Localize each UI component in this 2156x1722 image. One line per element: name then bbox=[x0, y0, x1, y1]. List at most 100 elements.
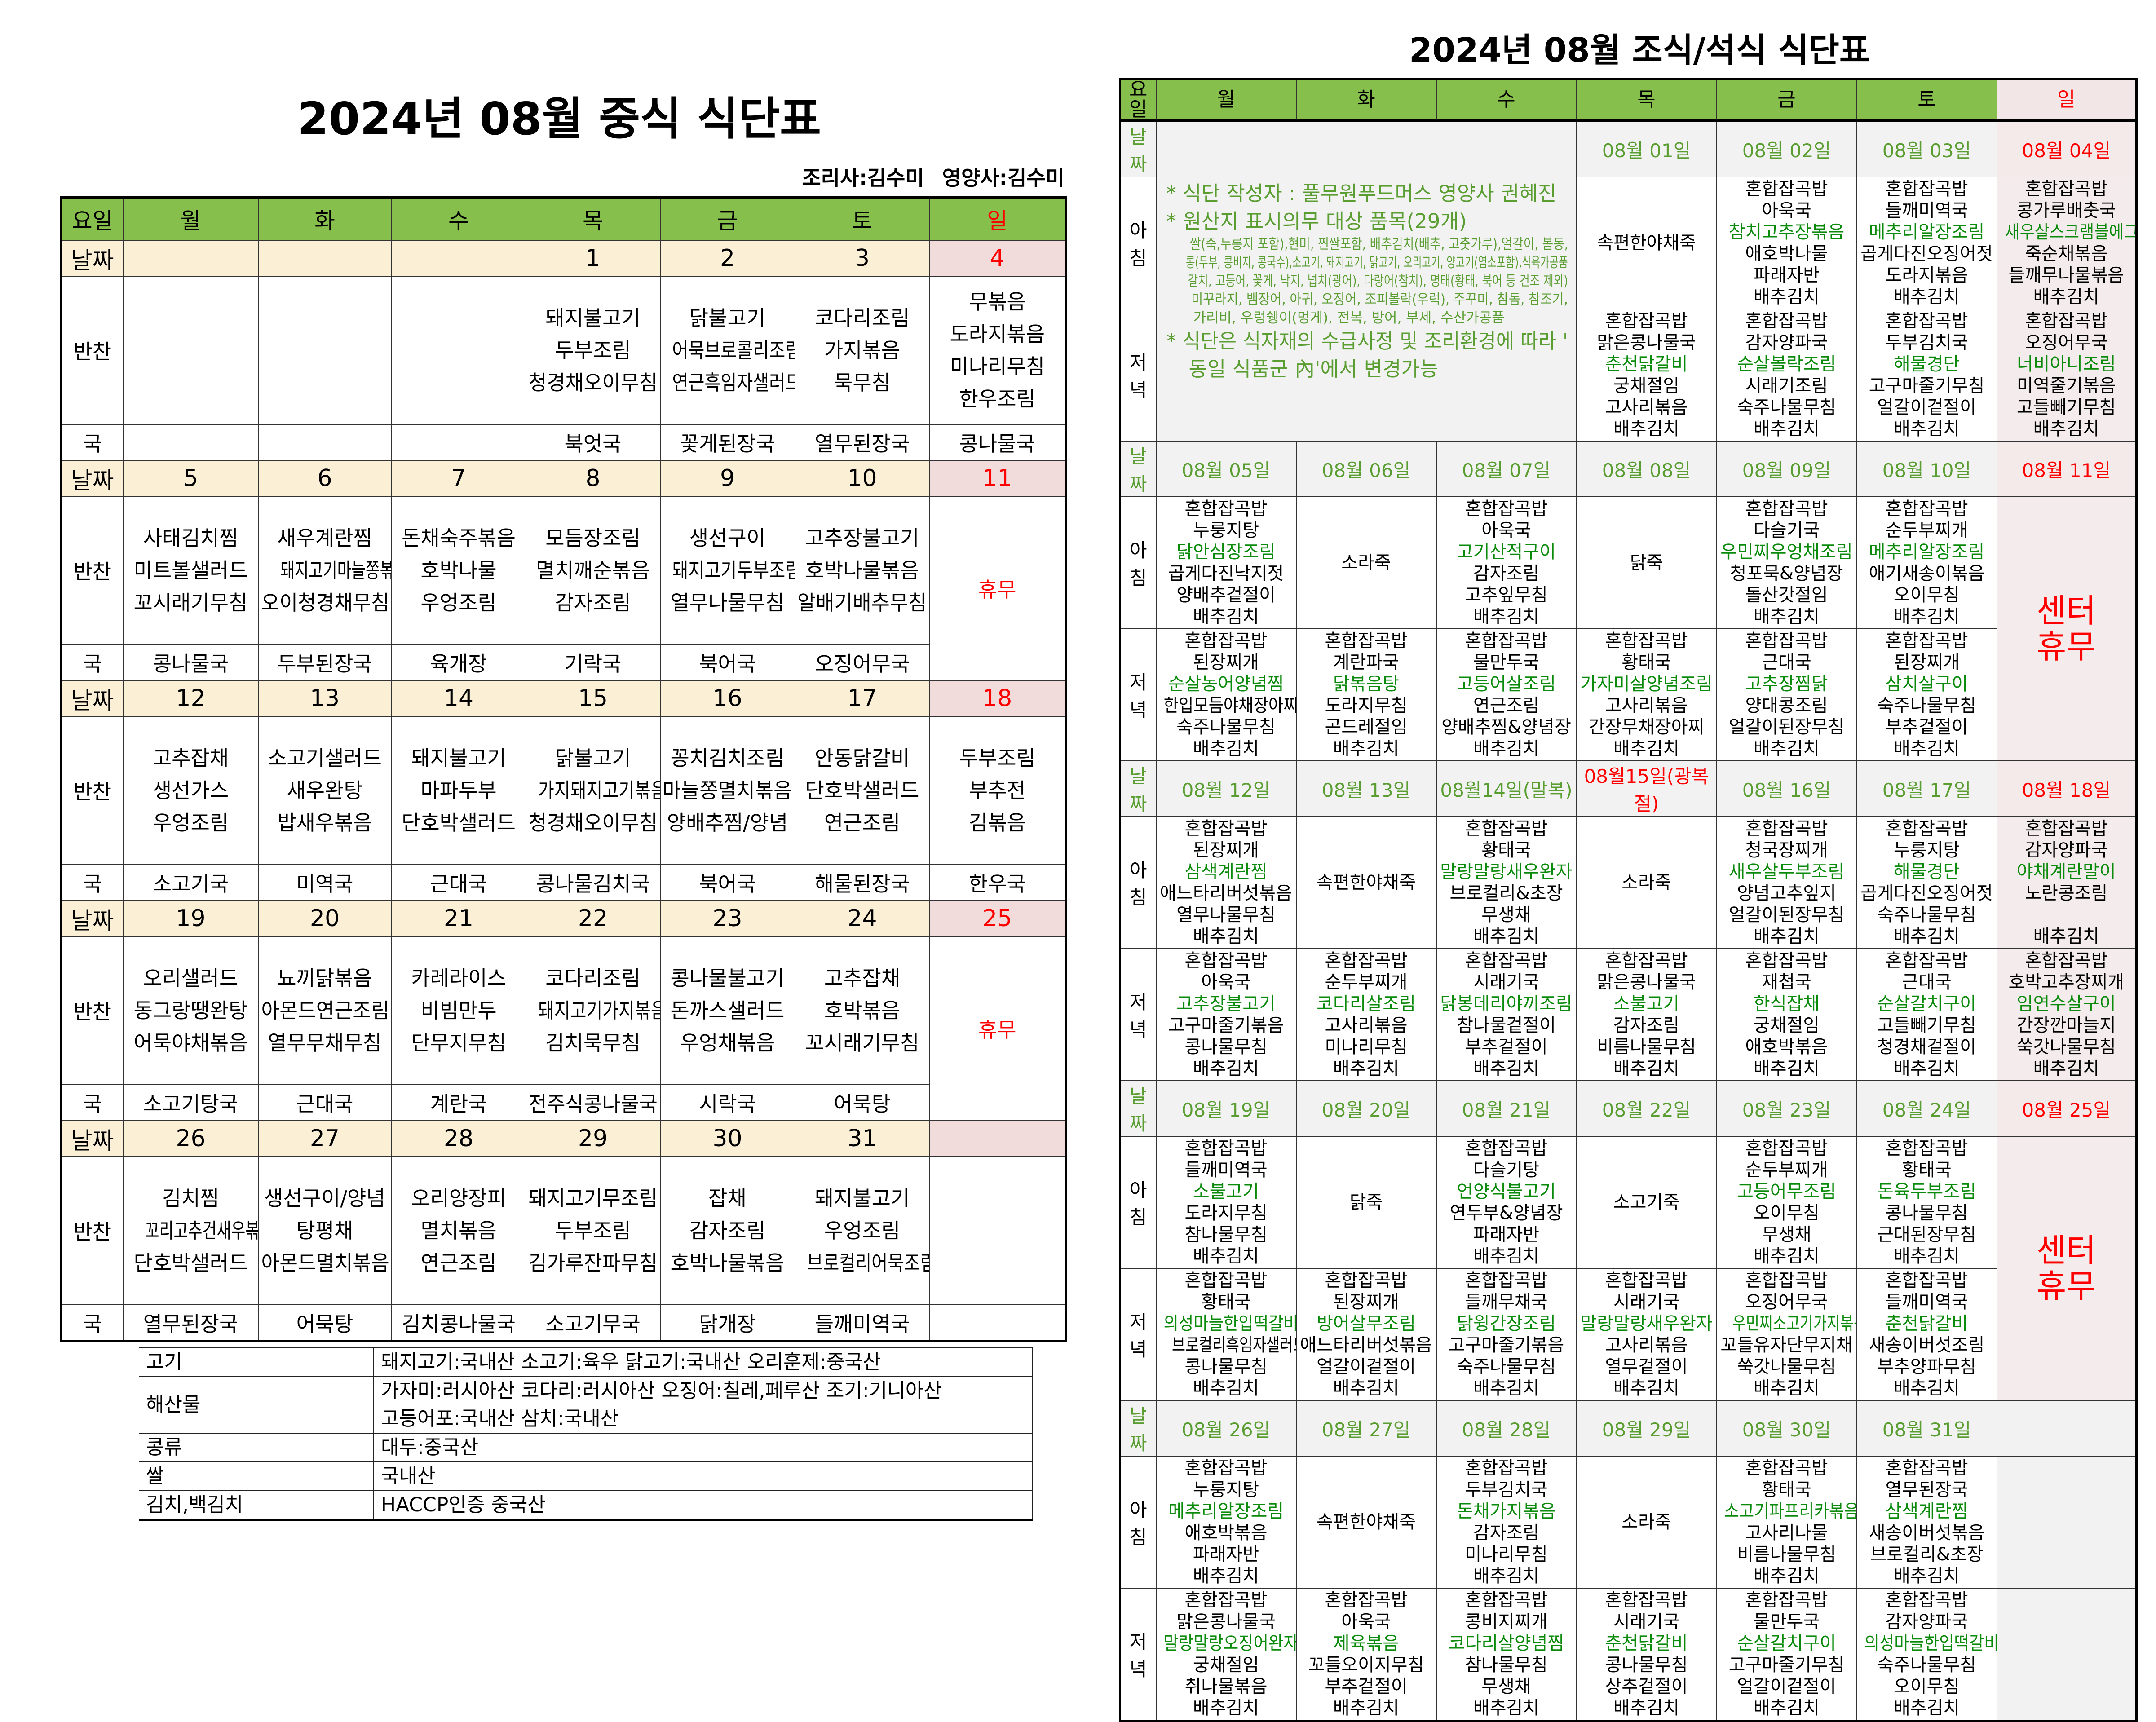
side-dish: 꼬시래기무침 bbox=[133, 591, 248, 615]
origin-values: 가자미:러시아산 코다리:러시아산 오징어:칠레,페루산 조기:기니아산 고등어포… bbox=[373, 1376, 1033, 1434]
side-dish: 호박나물 bbox=[420, 558, 497, 583]
line-wrap: 양대콩조림 bbox=[1718, 695, 1856, 716]
dinner-row: 저녁 혼합잡곡밥 된장찌개 순살농어양념찜 한입모듬야채장아찌 숙주나물무침 배추김치 혼합잡… bbox=[1119, 628, 2137, 761]
side-dish: 김가루잔파무침 bbox=[528, 1251, 658, 1275]
line-wrap: 춘천닭갈비 bbox=[1577, 1633, 1716, 1654]
side-dish: 멸치깨순볶음 bbox=[536, 558, 650, 583]
line-wrap: 배추김치 bbox=[1858, 1697, 1996, 1719]
line-wrap: 방어살무조림 bbox=[1297, 1313, 1436, 1334]
main-dish: 닭윙간장조림 bbox=[1457, 1313, 1556, 1334]
menu-item: 애호박볶음 bbox=[1745, 1037, 1828, 1057]
side-dish: 두부조림 bbox=[959, 746, 1035, 770]
sides-cell: 뇨끼닭볶음 아몬드연근조림 열무무채무침 bbox=[257, 936, 392, 1085]
line-wrap: 코다리살조림 bbox=[1297, 993, 1436, 1015]
menu-item: 쑥갓나물무침 bbox=[2016, 1037, 2116, 1057]
origin-values: HACCP인증 중국산 bbox=[373, 1490, 1033, 1521]
side-dish: 돼지고기마늘쫑볶음 bbox=[280, 558, 390, 583]
menu-item: 쑥갓나물무침 bbox=[1737, 1356, 1836, 1377]
side-dish: 안동닭갈비 bbox=[814, 746, 910, 770]
line-wrap: 배추김치 bbox=[1157, 738, 1295, 759]
line-wrap: 삼색계란찜 bbox=[1157, 861, 1295, 883]
sides-label: 반찬 bbox=[60, 1156, 124, 1305]
menu-item: 브로컬리흑임자샐러드 bbox=[1171, 1335, 1296, 1356]
menu-item: 아욱국 bbox=[1762, 200, 1811, 221]
line-wrap: 소고기죽 bbox=[1577, 1192, 1716, 1213]
date-cell: 28 bbox=[391, 1120, 526, 1157]
line-wrap: 물만두국 bbox=[1718, 1611, 1856, 1633]
line-wrap: 혼합잡곡밥 bbox=[1577, 1590, 1716, 1611]
main-dish: 우민찌소고기가지볶음 bbox=[1732, 1313, 1857, 1334]
line-wrap: 브로컬리&초장 bbox=[1858, 1544, 1996, 1565]
line-wrap: 맑은콩나물국 bbox=[1577, 971, 1716, 993]
side-dish: 모듬장조림 bbox=[545, 526, 641, 550]
sides-cell: 돼지고기무조림 두부조림 김가루잔파무침 bbox=[525, 1156, 661, 1305]
side-dish: 닭불고기 bbox=[689, 306, 766, 330]
origin-values: 국내산 bbox=[373, 1461, 1033, 1491]
sides-cell: 고추잡채 호박볶음 꼬시래기무침 bbox=[794, 936, 930, 1085]
line-wrap: 순살농어양념찜 bbox=[1157, 673, 1295, 695]
line-wrap: 혼합잡곡밥 bbox=[1858, 1457, 1996, 1479]
date-cell: 08월 10일 bbox=[1856, 441, 1997, 497]
center-closed-text: 휴무 bbox=[2037, 1267, 2096, 1305]
line-wrap: 누룽지탕 bbox=[1858, 839, 1996, 861]
breakfast-label: 아침 bbox=[1119, 1136, 1157, 1269]
breakfast-cell: 혼합잡곡밥 누룽지탕 닭안심장조림 곱게다진낙지젓 양배추겉절이 배추김치 bbox=[1155, 496, 1297, 629]
dinner-cell: 혼합잡곡밥 아욱국 제육볶음 꼬들오이지무침 부추겉절이 배추김치 bbox=[1295, 1588, 1437, 1722]
main-dish: 메추리알장조림 bbox=[1869, 542, 1985, 562]
line-wrap: 미나리무침 bbox=[1437, 1544, 1576, 1565]
menu-item: 혼합잡곡밥 bbox=[1885, 1590, 1968, 1611]
menu-item: 혼합잡곡밥 bbox=[1885, 631, 1968, 651]
line-wrap: 혼합잡곡밥 bbox=[1437, 950, 1576, 971]
menu-item: 무생채 bbox=[1481, 1676, 1531, 1697]
line-wrap: 배추김치 bbox=[1718, 1697, 1856, 1719]
line-wrap: 숙주나물무침 bbox=[1858, 1654, 1996, 1676]
menu-item: 콩나물무침 bbox=[1184, 1037, 1268, 1057]
line-wrap: 배추김치 bbox=[1577, 1697, 1716, 1719]
line-wrap: 꼬시래기무침 bbox=[124, 587, 257, 619]
dinner-cell: 혼합잡곡밥 아욱국 고추장불고기 고구마줄기볶음 콩나물무침 배추김치 bbox=[1155, 948, 1297, 1081]
breakfast-cell: 속편한야채죽 bbox=[1576, 177, 1717, 309]
menu-item: 혼합잡곡밥 bbox=[1605, 631, 1688, 651]
line-wrap bbox=[1998, 904, 2136, 926]
menu-item: 호박고추장찌개 bbox=[2008, 972, 2125, 993]
sides-cell: 돈채숙주볶음 호박나물 우엉조림 bbox=[391, 496, 526, 645]
dinner-row: 저녁 혼합잡곡밥 맑은콩나물국 춘천닭갈비 궁채절임 고사리볶음 배추김치 혼합잡곡밥 감자양파… bbox=[1119, 309, 2137, 442]
menu-item: 배추김치 bbox=[1613, 1698, 1680, 1718]
menu-item: 혼합잡곡밥 bbox=[1745, 950, 1828, 971]
date-row: 날짜 26 27 28 29 30 31 bbox=[60, 1120, 1066, 1157]
line-wrap: 콩가루배춧국 bbox=[1998, 200, 2136, 221]
line-wrap: 배추김치 bbox=[1297, 1378, 1436, 1399]
menu-item: 배추김치 bbox=[1613, 1058, 1680, 1079]
side-dish: 아몬드연근조림 bbox=[261, 998, 389, 1023]
origin-line: 대두:중국산 bbox=[381, 1436, 479, 1459]
line-wrap: 말랑말랑새우완자 bbox=[1437, 861, 1576, 883]
line-wrap: 닭죽 bbox=[1577, 552, 1716, 574]
menu-item: 브로컬리&초장 bbox=[1449, 883, 1563, 904]
date-cell: 7 bbox=[391, 460, 526, 497]
side-dish: 생선구이 bbox=[689, 526, 766, 550]
line-wrap: 무생채 bbox=[1718, 1224, 1856, 1245]
line-wrap: 브로컬리어묵조림 bbox=[796, 1247, 929, 1279]
soup-cell bbox=[257, 424, 392, 461]
line-wrap: 배추김치 bbox=[1858, 926, 1996, 947]
line-wrap: 임연수살구이 bbox=[1998, 993, 2136, 1015]
line-wrap: 춘천닭갈비 bbox=[1577, 353, 1716, 375]
breakfast-cell: 혼합잡곡밥 열무된장국 삼색계란찜 새송이버섯볶음 브로컬리&초장 배추김치 bbox=[1856, 1456, 1997, 1589]
menu-item: 오징어무국 bbox=[2025, 332, 2108, 353]
line-wrap: 청경채오이무침 bbox=[527, 807, 659, 839]
menu-item: 감자조림 bbox=[1473, 1523, 1540, 1543]
line-wrap: 배추김치 bbox=[1157, 926, 1295, 947]
menu-item: 된장찌개 bbox=[1193, 840, 1259, 861]
side-dish: 무볶음 bbox=[968, 290, 1026, 314]
line-wrap: 삼색계란찜 bbox=[1858, 1501, 1996, 1522]
menu-item: 혼합잡곡밥 bbox=[1745, 179, 1828, 199]
breakfast-row: 아침 속편한야채죽 혼합잡곡밥 아욱국 참치고추장볶음 애호박나물 파래자반 배추김치 혼합잡곡… bbox=[1119, 177, 2137, 309]
menu-item: 도라지볶음 bbox=[1885, 265, 1968, 286]
soup-cell: 기락국 bbox=[525, 644, 661, 681]
line-wrap: 혼합잡곡밥 bbox=[1718, 1590, 1856, 1611]
main-dish: 춘천닭갈비 bbox=[1885, 1313, 1968, 1334]
side-dish: 열무무채무침 bbox=[268, 1031, 382, 1055]
line-wrap: 황태국 bbox=[1577, 652, 1716, 673]
line-wrap: 배추김치 bbox=[1437, 606, 1576, 627]
line-wrap: 코다리조림 bbox=[527, 962, 659, 994]
